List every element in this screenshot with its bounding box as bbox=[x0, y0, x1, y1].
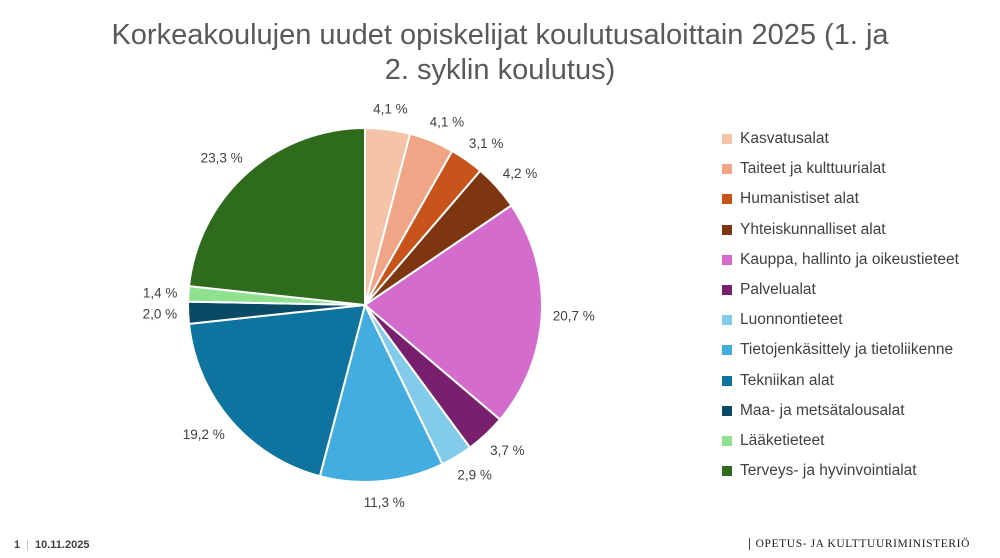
legend-swatch bbox=[722, 194, 732, 205]
page-number: 1 bbox=[14, 539, 21, 551]
legend-label: Yhteiskunnalliset alat bbox=[740, 220, 886, 238]
data-label-5: 20,7 % bbox=[553, 309, 595, 324]
legend-item-10: Maa- ja metsätalousalat bbox=[722, 396, 992, 426]
legend-item-9: Tekniikan alat bbox=[722, 366, 992, 396]
data-label-10: 2,0 % bbox=[143, 307, 178, 322]
legend-label: Taiteet ja kulttuurialat bbox=[740, 160, 886, 178]
legend-label: Tekniikan alat bbox=[740, 371, 834, 389]
data-label-2: 4,1 % bbox=[430, 115, 465, 130]
pie-slice-12 bbox=[187, 126, 366, 307]
legend-item-6: Palvelualat bbox=[722, 275, 992, 305]
legend-item-2: Taiteet ja kulttuurialat bbox=[722, 154, 992, 184]
legend-label: Palvelualat bbox=[740, 281, 816, 299]
legend-item-3: Humanistiset alat bbox=[722, 184, 992, 214]
data-label-11: 1,4 % bbox=[143, 286, 178, 301]
footer-page-info: 1 | 10.11.2025 bbox=[14, 539, 89, 551]
data-label-12: 23,3 % bbox=[201, 151, 243, 166]
legend-swatch bbox=[722, 254, 732, 265]
footer-separator: | bbox=[26, 539, 29, 551]
legend-swatch bbox=[722, 285, 732, 296]
legend-swatch bbox=[722, 466, 732, 477]
legend-swatch bbox=[722, 164, 732, 175]
data-label-3: 3,1 % bbox=[469, 136, 504, 151]
legend-label: Kasvatusalat bbox=[740, 130, 829, 148]
legend-item-1: Kasvatusalat bbox=[722, 124, 992, 154]
legend-swatch bbox=[722, 315, 732, 326]
legend-swatch bbox=[722, 134, 732, 145]
footer-date: 10.11.2025 bbox=[34, 539, 90, 551]
data-label-6: 3,7 % bbox=[490, 443, 525, 458]
data-label-9: 19,2 % bbox=[183, 427, 225, 442]
legend-swatch bbox=[722, 435, 732, 446]
legend-label: Terveys- ja hyvinvointialat bbox=[740, 462, 917, 480]
legend-item-12: Terveys- ja hyvinvointialat bbox=[722, 456, 992, 486]
legend-label: Kauppa, hallinto ja oikeustieteet bbox=[740, 250, 959, 268]
legend-label: Tietojenkäsittely ja tietoliikenne bbox=[740, 341, 954, 359]
pie-slice-9 bbox=[187, 303, 367, 478]
data-label-1: 4,1 % bbox=[373, 102, 408, 117]
chart-legend: Kasvatusalat Taiteet ja kulttuurialat Huma… bbox=[722, 124, 992, 486]
data-label-4: 4,2 % bbox=[503, 166, 538, 181]
legend-item-11: Lääketieteet bbox=[722, 426, 992, 456]
organization-logo-text: OPETUS- JA KULTTUURIMINISTERIÖ bbox=[748, 538, 970, 550]
legend-label: Luonnontieteet bbox=[740, 311, 843, 329]
legend-item-5: Kauppa, hallinto ja oikeustieteet bbox=[722, 245, 992, 275]
data-label-7: 2,9 % bbox=[457, 468, 492, 483]
pie-slice-8 bbox=[318, 302, 444, 483]
legend-swatch bbox=[722, 224, 732, 235]
chart-title: Korkeakoulujen uudet opiskelijat koulutu… bbox=[111, 19, 889, 86]
legend-swatch bbox=[722, 405, 732, 416]
data-label-8: 11,3 % bbox=[364, 495, 405, 510]
legend-swatch bbox=[722, 375, 732, 386]
legend-label: Lääketieteet bbox=[740, 431, 825, 449]
legend-item-8: Tietojenkäsittely ja tietoliikenne bbox=[722, 335, 992, 365]
pie-slice-5 bbox=[363, 204, 543, 421]
legend-label: Maa- ja metsätalousalat bbox=[740, 401, 905, 419]
legend-item-7: Luonnontieteet bbox=[722, 305, 992, 335]
legend-label: Humanistiset alat bbox=[740, 190, 859, 208]
legend-item-4: Yhteiskunnalliset alat bbox=[722, 215, 992, 245]
legend-swatch bbox=[722, 345, 732, 356]
